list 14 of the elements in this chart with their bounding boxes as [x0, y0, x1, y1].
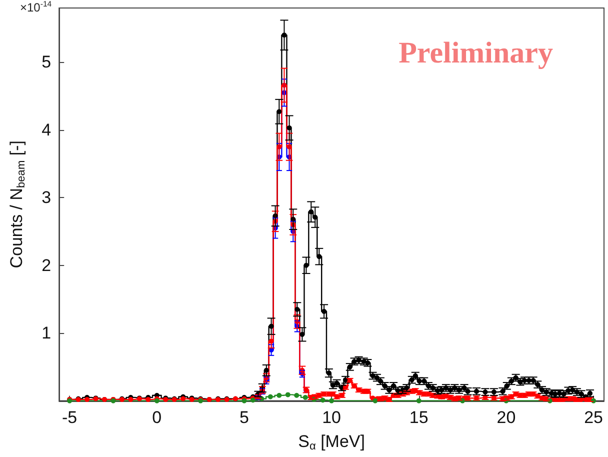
x-tick-label: -5 — [62, 408, 78, 427]
x-tick-label: 5 — [239, 408, 249, 427]
x-tick-label: 10 — [322, 408, 342, 427]
x-tick-label: 25 — [584, 408, 603, 427]
y-axis-title: Counts / Nbeam [-] — [7, 140, 28, 268]
x-tick-label: 15 — [409, 408, 428, 427]
y-tick-label: 1 — [42, 324, 52, 343]
y-tick-label: 2 — [42, 256, 52, 275]
x-tick-label: 0 — [152, 408, 162, 427]
x-tick-label: 20 — [496, 408, 516, 427]
y-tick-label: 5 — [42, 52, 52, 72]
annotation: Preliminary — [398, 36, 554, 70]
y-tick-label: 3 — [42, 188, 52, 208]
y-tick-label: 4 — [42, 120, 52, 140]
